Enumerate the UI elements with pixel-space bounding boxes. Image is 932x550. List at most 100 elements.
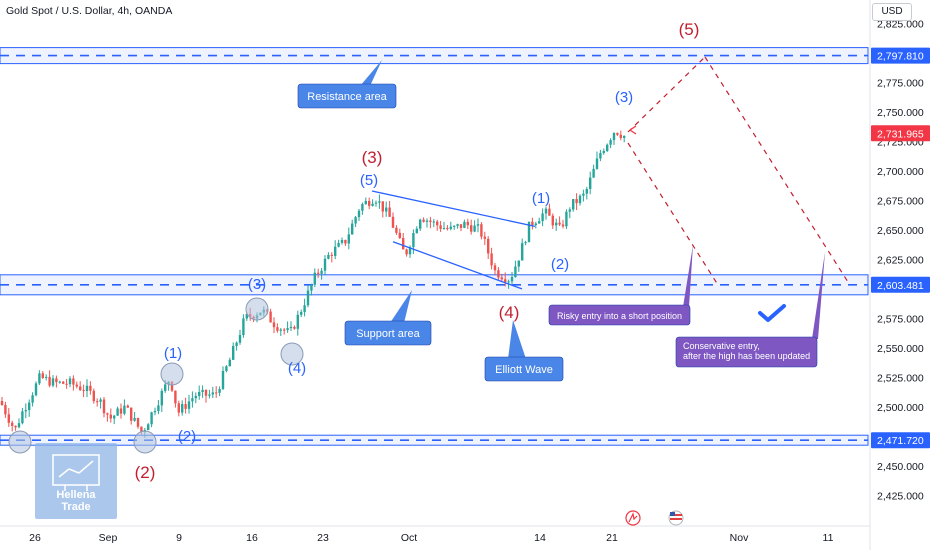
candle-body bbox=[96, 401, 99, 403]
candle-body bbox=[0, 400, 4, 405]
support-label[interactable] bbox=[344, 320, 432, 346]
candle-body bbox=[79, 386, 82, 391]
conservative-entry-note-pointer bbox=[812, 252, 825, 339]
candle-body bbox=[480, 224, 483, 237]
currency-selector[interactable]: USD bbox=[872, 3, 912, 21]
candle-body bbox=[238, 334, 242, 343]
resistance-label[interactable] bbox=[297, 83, 397, 109]
wave-label-blue: (1) bbox=[164, 345, 182, 362]
wave-label-blue: (5) bbox=[360, 172, 378, 189]
candle-body bbox=[572, 199, 575, 210]
candle-body bbox=[551, 215, 554, 226]
candle-body bbox=[323, 258, 327, 271]
candle-body bbox=[99, 399, 102, 402]
candle-body bbox=[269, 311, 272, 323]
candle-body bbox=[170, 381, 174, 391]
candle-body bbox=[453, 225, 456, 227]
candle-body bbox=[412, 233, 415, 248]
candle-body bbox=[208, 394, 211, 396]
candle-body bbox=[147, 424, 150, 431]
candle-body bbox=[446, 227, 449, 229]
candle-body bbox=[463, 221, 466, 228]
support-label-pointer bbox=[390, 290, 412, 323]
candle-body bbox=[517, 260, 520, 267]
conservative-entry-note[interactable] bbox=[675, 336, 818, 368]
candle-body bbox=[130, 407, 133, 421]
candle-body bbox=[211, 392, 214, 395]
x-tick-label: Nov bbox=[730, 532, 749, 544]
candle-body bbox=[487, 238, 490, 254]
candle-body bbox=[371, 203, 374, 206]
candle-body bbox=[419, 219, 422, 229]
watermark-line2: Trade bbox=[61, 501, 91, 513]
candle-body bbox=[225, 366, 228, 371]
candle-body bbox=[582, 193, 585, 196]
candle-body bbox=[92, 390, 95, 402]
candle-body bbox=[368, 200, 371, 206]
candle-body bbox=[548, 208, 551, 216]
candle-body bbox=[623, 135, 626, 138]
wave-label-red: (4) bbox=[499, 303, 520, 322]
projection-line-2 bbox=[627, 56, 706, 133]
candle-body bbox=[405, 249, 408, 255]
x-tick-label: 9 bbox=[176, 532, 182, 544]
candle-body bbox=[58, 381, 61, 383]
elliott-wave-label[interactable] bbox=[484, 356, 564, 382]
candle-body bbox=[116, 408, 119, 416]
resistance-label-pointer bbox=[360, 60, 382, 86]
candle-body bbox=[242, 318, 245, 335]
candle-body bbox=[177, 403, 180, 413]
price-box-text: 2,731.965 bbox=[877, 128, 924, 140]
lightning-icon bbox=[628, 512, 638, 523]
candle-body bbox=[194, 395, 197, 399]
candle-body bbox=[415, 228, 418, 234]
candle-body bbox=[293, 326, 296, 329]
candle-body bbox=[402, 238, 405, 250]
x-tick-label: 26 bbox=[29, 532, 41, 544]
y-tick-label: 2,575.000 bbox=[877, 313, 924, 325]
price-box-text: 2,471.720 bbox=[877, 435, 924, 447]
candle-body bbox=[351, 223, 354, 235]
candle-body bbox=[449, 226, 452, 229]
candle-body bbox=[113, 415, 116, 419]
candle-body bbox=[466, 221, 469, 226]
candle-body bbox=[361, 204, 364, 211]
candle-body bbox=[459, 224, 463, 228]
wave-label-blue: (2) bbox=[551, 256, 569, 273]
candle-body bbox=[473, 225, 476, 232]
wave-label-red-edge: ) bbox=[0, 326, 1, 345]
candle-body bbox=[395, 227, 398, 233]
projection-line-3 bbox=[704, 56, 849, 283]
candle-body bbox=[38, 373, 41, 384]
candle-body bbox=[157, 405, 160, 412]
candle-body bbox=[612, 132, 616, 141]
candle-body bbox=[289, 326, 293, 329]
x-tick-label: 21 bbox=[606, 532, 618, 544]
candle-body bbox=[381, 201, 384, 212]
watermark-logo: Hellena Trade bbox=[35, 443, 117, 519]
candle-body bbox=[45, 376, 48, 378]
candle-body bbox=[592, 168, 595, 178]
candle-body bbox=[34, 383, 38, 396]
watermark-text: Hellena Trade bbox=[35, 489, 117, 513]
candle-body bbox=[527, 221, 531, 243]
candle-body bbox=[364, 200, 367, 205]
wave-label-red: (2) bbox=[135, 463, 156, 482]
last-price-marker bbox=[629, 125, 637, 135]
candle-body bbox=[228, 359, 231, 367]
elliott-wave-label-pointer bbox=[508, 320, 526, 359]
channel-upper-line bbox=[371, 190, 536, 228]
candle-body bbox=[531, 221, 534, 226]
candle-body bbox=[55, 378, 58, 383]
risky-entry-note[interactable] bbox=[548, 304, 691, 326]
x-tick-label: Sep bbox=[99, 532, 118, 544]
y-tick-label: 2,750.000 bbox=[877, 107, 924, 119]
pivot-marker bbox=[8, 430, 32, 454]
candle-body bbox=[164, 384, 167, 391]
candle-body bbox=[490, 253, 493, 266]
candle-body bbox=[357, 210, 361, 218]
y-tick-label: 2,525.000 bbox=[877, 372, 924, 384]
candle-body bbox=[320, 270, 323, 274]
